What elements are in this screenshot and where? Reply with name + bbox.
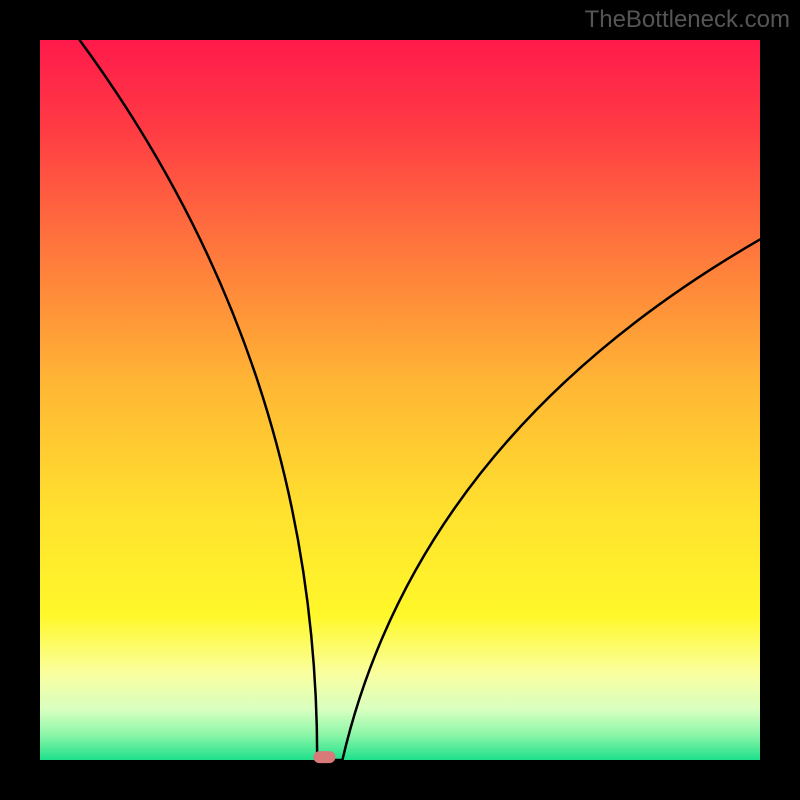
bottleneck-chart: TheBottleneck.com [0, 0, 800, 800]
minimum-marker [313, 751, 335, 763]
chart-svg [0, 0, 800, 800]
watermark-text: TheBottleneck.com [585, 6, 790, 34]
plot-area [40, 40, 760, 760]
